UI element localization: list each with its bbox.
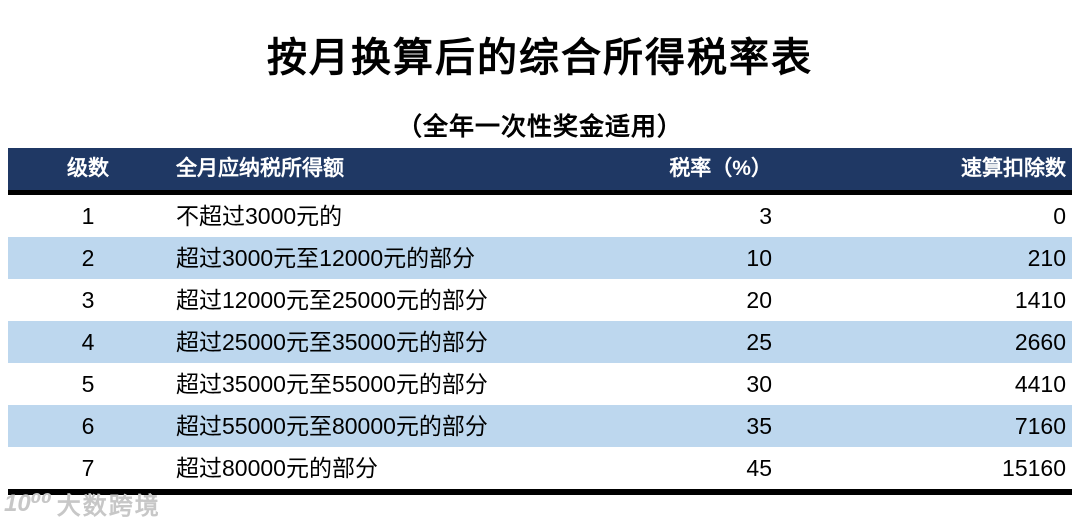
table-cell: 超过12000元至25000元的部分 (176, 287, 488, 313)
table-cell: 不超过3000元的 (176, 203, 343, 229)
table-header-row: 级数 全月应纳税所得额 税率（%） 速算扣除数 (8, 148, 1072, 190)
table-cell: 超过25000元至35000元的部分 (176, 329, 488, 355)
table-row: 2 超过3000元至12000元的部分 10 210 (8, 237, 1072, 279)
table-cell: 3 (81, 287, 95, 313)
table-cell: 超过80000元的部分 (176, 455, 378, 481)
table-cell: 超过55000元至80000元的部分 (176, 413, 488, 439)
table-cell: 35 (746, 413, 772, 439)
table-cell: 6 (81, 413, 95, 439)
table-cell: 超过35000元至55000元的部分 (176, 371, 488, 397)
table-row: 3 超过12000元至25000元的部分 20 1410 (8, 279, 1072, 321)
table-cell: 7160 (1014, 413, 1066, 439)
header-divider-rule (8, 190, 1072, 195)
table-cell: 10 (746, 245, 772, 271)
table-row: 5 超过35000元至55000元的部分 30 4410 (8, 363, 1072, 405)
table-cell: 3 (759, 203, 772, 229)
table-row: 6 超过55000元至80000元的部分 35 7160 (8, 405, 1072, 447)
table-cell: 30 (746, 371, 772, 397)
table-cell: 0 (1053, 203, 1066, 229)
table-cell: 45 (746, 455, 772, 481)
table-cell: 210 (1027, 245, 1066, 271)
table-cell: 7 (81, 455, 95, 481)
table-cell: 4410 (1014, 371, 1066, 397)
table-row: 4 超过25000元至35000元的部分 25 2660 (8, 321, 1072, 363)
page-title: 按月换算后的综合所得税率表 (267, 36, 813, 80)
table-cell: 25 (746, 329, 772, 355)
table-cell: 超过3000元至12000元的部分 (176, 245, 476, 271)
column-header-level: 级数 (67, 157, 109, 180)
table-cell: 1 (81, 203, 95, 229)
table-cell: 5 (81, 371, 95, 397)
table-cell: 15160 (1002, 455, 1066, 481)
table-cell: 4 (81, 329, 95, 355)
table-cell: 20 (746, 287, 772, 313)
column-header-deduction: 速算扣除数 (961, 157, 1066, 180)
column-header-income: 全月应纳税所得额 (176, 157, 344, 180)
table-row: 1 不超过3000元的 3 0 (8, 195, 1072, 237)
column-header-rate: 税率（%） (669, 157, 772, 180)
table-bottom-rule (8, 489, 1072, 495)
table-cell: 2 (81, 245, 95, 271)
table-cell: 1410 (1014, 287, 1066, 313)
tax-rate-table: 级数 全月应纳税所得额 税率（%） 速算扣除数 1 不超过3000元的 3 0 2 超过3… (8, 148, 1072, 495)
page-subtitle: （全年一次性奖金适用） (396, 113, 683, 141)
table-row: 7 超过80000元的部分 45 15160 (8, 447, 1072, 489)
table-cell: 2660 (1014, 329, 1066, 355)
